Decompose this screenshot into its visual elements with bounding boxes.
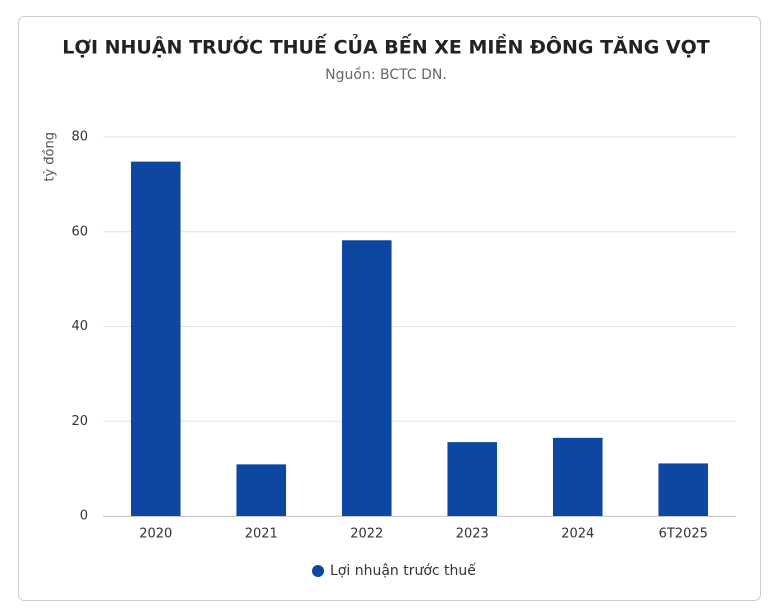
y-tick-label: 0 [80, 509, 88, 524]
bar [552, 437, 603, 516]
bar [447, 442, 498, 516]
y-tick-label: 60 [71, 224, 88, 239]
bar [130, 161, 181, 516]
legend-marker [312, 565, 324, 577]
bar [236, 464, 287, 516]
x-tick-label: 6T2025 [659, 527, 708, 542]
legend-label: Lợi nhuận trước thuế [330, 562, 476, 579]
chart-title: LỢI NHUẬN TRƯỚC THUẾ CỦA BẾN XE MIỀN ĐÔN… [62, 33, 710, 59]
x-tick-label: 2020 [139, 527, 172, 542]
y-tick-label: 20 [71, 414, 88, 429]
y-axis-label: tỷ đồng [43, 132, 58, 182]
x-tick-label: 2021 [245, 527, 278, 542]
x-tick-label: 2022 [350, 527, 383, 542]
chart-subtitle: Nguồn: BCTC DN. [325, 66, 447, 83]
bar [341, 240, 392, 516]
y-tick-label: 40 [71, 319, 88, 334]
y-tick-label: 80 [71, 130, 88, 145]
x-tick-label: 2023 [456, 527, 489, 542]
x-tick-label: 2024 [561, 527, 594, 542]
bar [658, 463, 709, 516]
